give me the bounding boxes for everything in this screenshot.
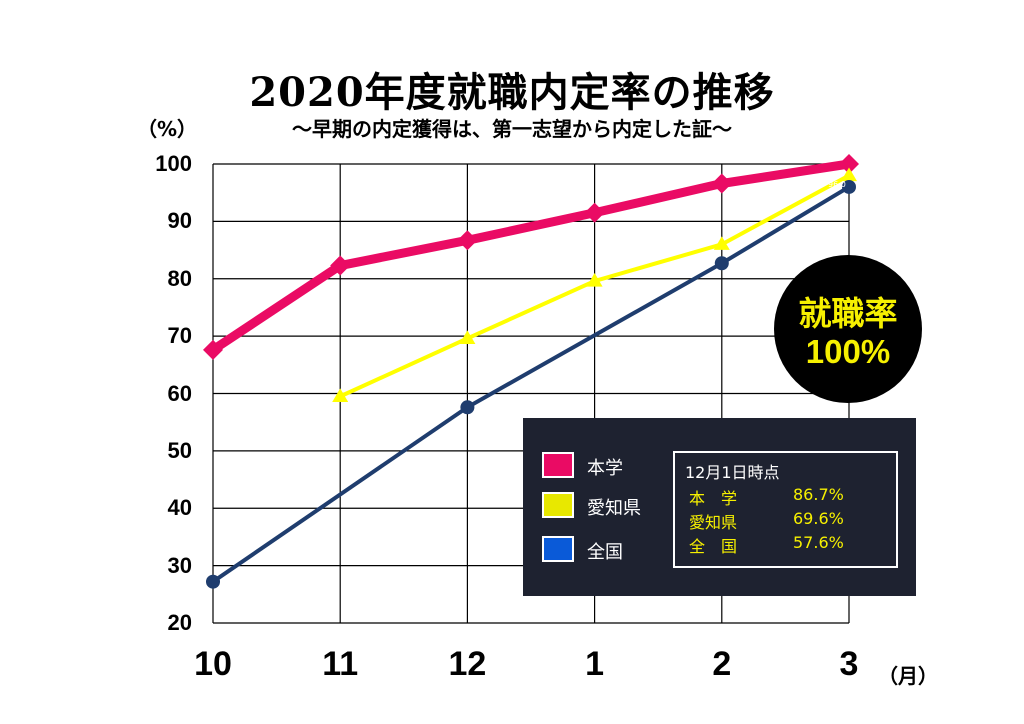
info-row-value: 69.6% (793, 509, 844, 528)
data-point-marker (586, 273, 603, 287)
data-point-marker (714, 256, 729, 271)
badge-value: 100% (805, 333, 891, 370)
y-tick-label: 60 (167, 380, 192, 406)
data-point-marker (457, 230, 478, 251)
y-tick-label: 70 (167, 323, 192, 349)
y-tick-label: 80 (167, 265, 192, 291)
legend: 本学 愛知県 全国 12月1日時点 本 学 86.7% 愛知県 69.6% 全 … (523, 418, 916, 596)
data-point-marker (459, 330, 476, 345)
data-point-marker (203, 339, 223, 360)
legend-label: 全国 (587, 542, 623, 563)
chart-subtitle: ～早期の内定獲得は、第一志望から内定した証～ (292, 117, 732, 141)
data-point-marker (330, 255, 351, 276)
employment-rate-badge: 就職率 100% (774, 255, 922, 403)
data-point-marker (839, 154, 859, 174)
data-point-marker (460, 400, 475, 415)
series-line (211, 185, 851, 584)
data-point-marker (332, 388, 349, 402)
x-tick-label: 11 (322, 645, 359, 683)
y-tick-label: 40 (167, 495, 192, 521)
series-line (210, 159, 850, 354)
y-tick-label: 100 (155, 151, 192, 176)
data-point-marker (711, 173, 732, 194)
data-markers (203, 154, 859, 589)
data-point-marker (584, 202, 605, 223)
legend-label: 愛知県 (587, 498, 641, 519)
data-point-marker (206, 574, 220, 589)
info-row-name: 愛知県 (689, 513, 738, 532)
x-tick-label: 3 (839, 645, 859, 683)
info-row-value: 57.6% (793, 533, 844, 552)
info-box: 12月1日時点 本 学 86.7% 愛知県 69.6% 全 国 57.6% (673, 451, 898, 568)
data-point-marker (841, 167, 857, 182)
y-tick-label: 20 (167, 610, 192, 635)
info-row-name: 全 国 (689, 537, 738, 556)
y-tick-label: 90 (167, 208, 192, 234)
chart-title: 2020年度就職内定率の推移 (249, 69, 775, 116)
y-axis-unit: （%） (137, 117, 198, 141)
info-box-title: 12月1日時点 (685, 463, 780, 482)
end-data-label: 96.0 (828, 180, 846, 189)
x-tick-label: 2 (712, 645, 732, 683)
badge-label: 就職率 (798, 295, 898, 332)
y-tick-label: 30 (167, 552, 192, 578)
data-point-marker (713, 236, 730, 250)
legend-swatch-national (542, 536, 574, 562)
legend-label: 本学 (587, 458, 623, 479)
data-point-marker (842, 179, 856, 194)
y-tick-label: 50 (167, 437, 192, 463)
legend-swatch-aichi (542, 492, 574, 518)
x-tick-label: 10 (194, 645, 232, 683)
legend-swatch-honkaku (542, 452, 574, 478)
info-row-value: 86.7% (793, 485, 844, 504)
info-row-name: 本 学 (689, 489, 738, 508)
x-tick-label: 1 (585, 645, 605, 683)
x-tick-label: 12 (448, 645, 487, 683)
x-axis-unit: （月） (878, 664, 938, 688)
